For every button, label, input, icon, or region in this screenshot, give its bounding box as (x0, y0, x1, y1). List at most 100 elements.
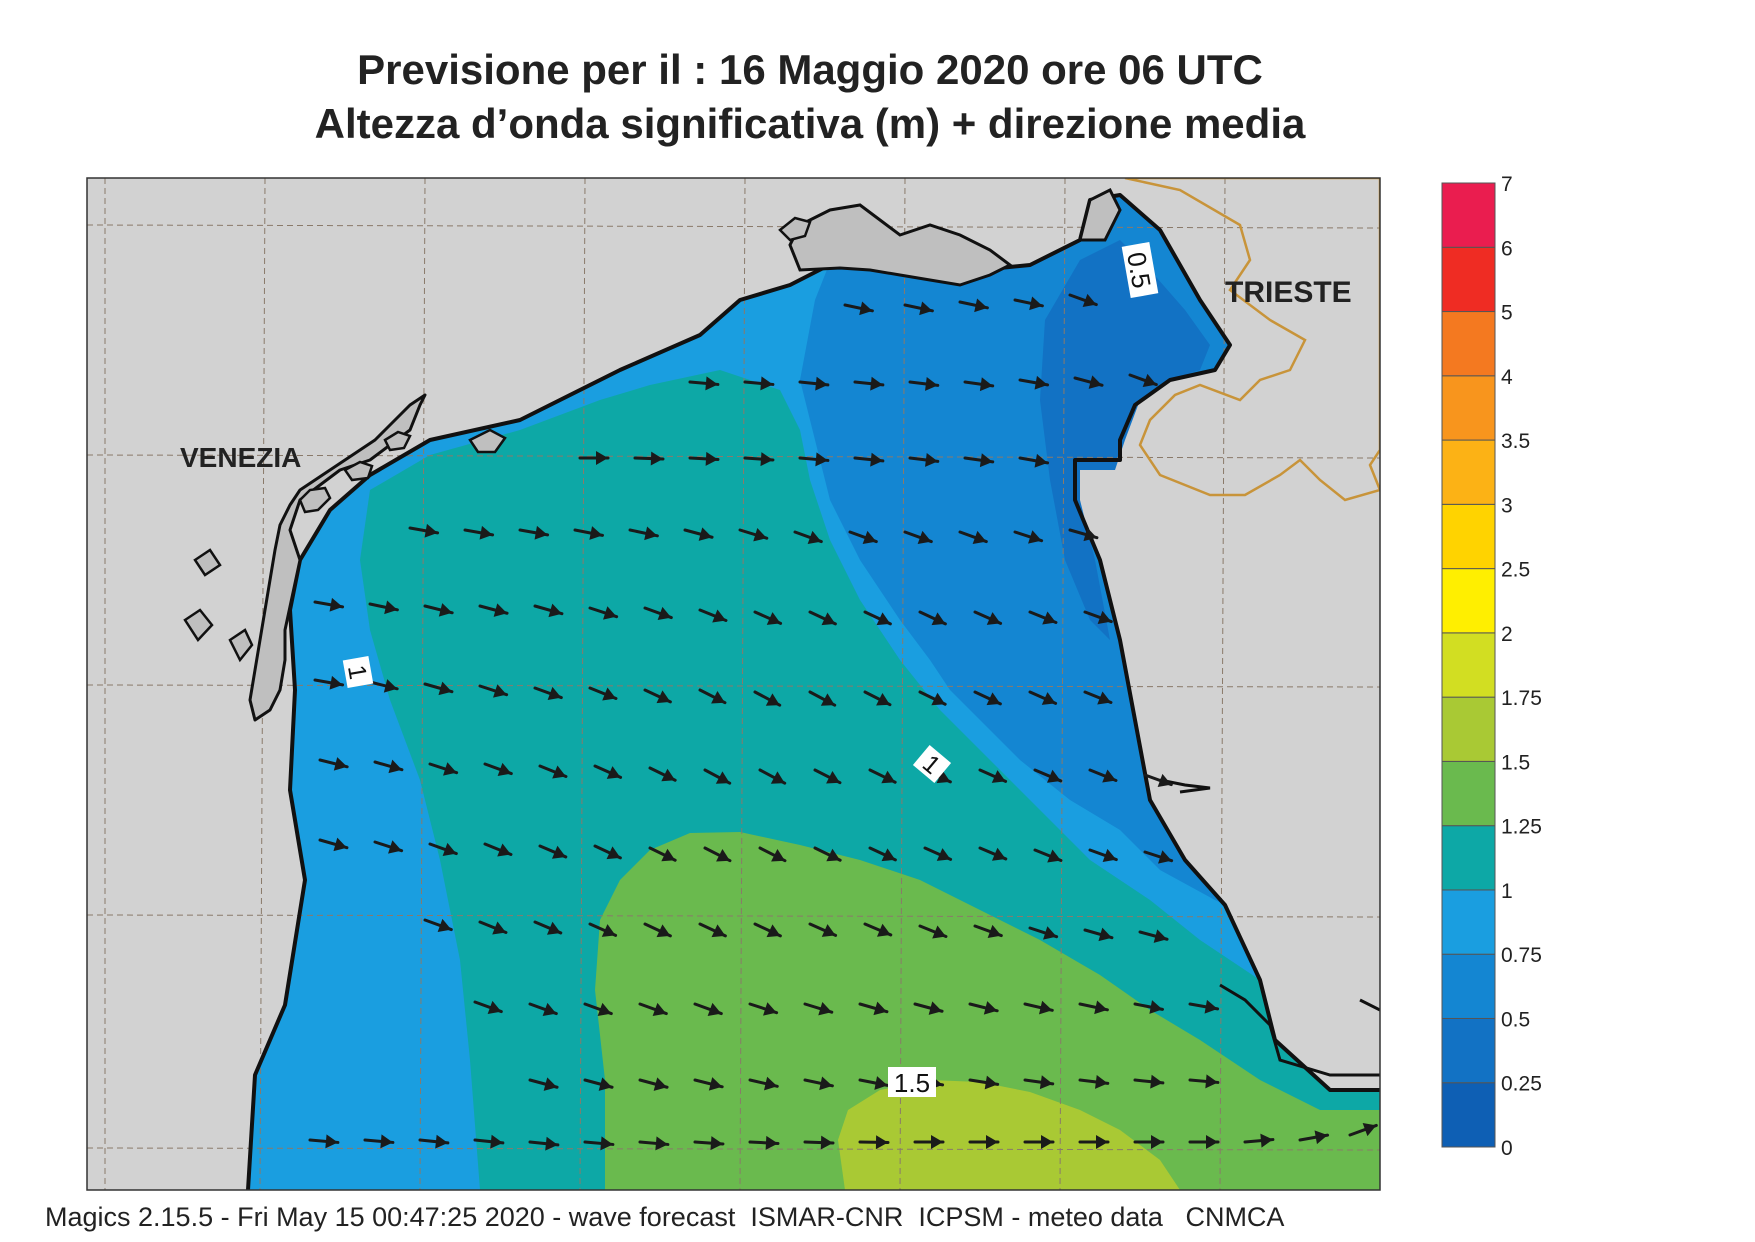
wave-direction-arrow (518, 525, 550, 540)
color-legend: 0 0.25 0.5 0.75 1 1.25 1.5 1.75 2 2.5 3 3.5 4 5 6 7 (1441, 173, 1542, 1160)
wave-direction-arrow (578, 451, 610, 465)
wave-direction-arrow (973, 690, 1002, 706)
legend-swatch (1441, 1082, 1496, 1148)
wave-direction-arrow (1068, 293, 1098, 308)
wave-direction-arrow (638, 1077, 669, 1091)
contour-label-0.5: 0.5 (1121, 241, 1159, 299)
wave-direction-arrow (533, 920, 563, 935)
legend-tick-label: 0.5 (1501, 1008, 1530, 1031)
contour-label-1: 1 (342, 655, 374, 689)
wave-direction-arrow (963, 453, 995, 468)
city-label-venezia: VENEZIA (180, 442, 301, 473)
wave-direction-arrow (528, 1136, 560, 1151)
wave-direction-arrow (958, 298, 989, 313)
wave-direction-arrow (853, 452, 885, 467)
lagoon-island (383, 430, 412, 452)
wave-direction-arrow (703, 846, 732, 863)
wave-direction-arrow (1023, 1075, 1055, 1090)
wave-direction-arrow (573, 526, 604, 540)
wave-direction-arrow (703, 768, 732, 785)
wave-direction-arrow (1133, 1000, 1164, 1014)
legend-swatch (1441, 439, 1496, 505)
wave-direction-arrow (698, 922, 727, 938)
legend-swatch (1441, 696, 1496, 762)
wave-direction-arrow (1088, 768, 1118, 783)
svg-text:0.5: 0.5 (1121, 250, 1157, 291)
wave-direction-arrow (748, 1135, 780, 1150)
lagoon-island (183, 608, 214, 643)
wave-direction-arrow (808, 922, 838, 937)
legend-swatch (1441, 1017, 1496, 1084)
wave-direction-arrow (758, 846, 787, 863)
wave-direction-arrow (843, 301, 874, 316)
wave-direction-arrow (318, 757, 349, 771)
istria-coast-detail (1359, 998, 1380, 1012)
city-label-trieste: TRIESTE (1225, 276, 1352, 309)
wave-direction-arrow (1188, 1074, 1220, 1089)
wave-direction-arrow (648, 846, 677, 862)
legend-swatch (1441, 632, 1496, 698)
wave-direction-arrow (1023, 1135, 1055, 1149)
wave-direction-arrow (698, 688, 727, 705)
wave-direction-arrow (803, 1001, 834, 1016)
lagoon-island (193, 548, 222, 577)
lagoon-island (778, 216, 812, 242)
wave-direction-arrow (593, 844, 622, 860)
legend-tick-label: 5 (1501, 302, 1513, 325)
wave-direction-arrow (638, 1002, 668, 1017)
wave-direction-arrow (743, 376, 775, 391)
wave-direction-arrow (1068, 527, 1099, 542)
legend-swatch (1441, 311, 1496, 377)
wave-direction-arrow (428, 842, 458, 857)
legend-swatch (1441, 503, 1496, 570)
wave-direction-arrow (858, 1135, 890, 1150)
wave-direction-arrow (588, 922, 618, 937)
wave-direction-arrow (648, 766, 677, 782)
wave-direction-arrow (638, 1136, 670, 1151)
wave-direction-arrow (1078, 1000, 1109, 1015)
wave-direction-arrow (1088, 848, 1118, 863)
wave-direction-arrow (1143, 850, 1174, 864)
wave-direction-arrow (363, 1134, 395, 1149)
wave-direction-arrow (698, 608, 728, 623)
variable-title: Altezza d’onda significativa (m) + direz… (314, 100, 1306, 147)
legend-tick-label: 1.75 (1501, 687, 1542, 710)
grado-lagoon (788, 203, 1013, 287)
wave-direction-arrow (643, 922, 672, 938)
wave-direction-arrow (483, 762, 513, 777)
legend-swatch (1441, 825, 1496, 891)
wave-direction-arrow (643, 606, 673, 621)
wave-direction-arrow (968, 1135, 1000, 1149)
wave-direction-arrow (813, 846, 842, 862)
wave-direction-arrow (908, 377, 940, 391)
wave-direction-arrow (693, 1077, 724, 1091)
wave-direction-arrow (1033, 848, 1063, 863)
wave-direction-arrow (853, 376, 885, 391)
wave-direction-arrow (1188, 1135, 1220, 1149)
wave-zone-0.25-0.5 (1040, 240, 1210, 640)
wave-direction-arrow (803, 1076, 834, 1091)
wave-direction-arrow (863, 922, 893, 937)
legend-tick-label: 0.75 (1501, 944, 1542, 967)
wave-direction-arrow (1018, 453, 1050, 468)
wave-direction-arrow (683, 527, 714, 541)
wave-direction-arrow (803, 1135, 835, 1150)
national-border (1124, 178, 1380, 502)
legend-tick-label: 0.25 (1501, 1073, 1542, 1096)
wave-direction-arrow (1348, 1122, 1378, 1137)
lagoon-outline (248, 393, 427, 722)
wave-direction-arrow (923, 846, 953, 861)
wave-direction-arrow (1083, 690, 1113, 705)
legend-swatch (1441, 182, 1496, 248)
wave-direction-arrow (473, 1000, 503, 1015)
wave-direction-arrow (308, 1134, 340, 1149)
contour-label-1.5: 1.5 (888, 1067, 936, 1098)
wave-direction-arrow (693, 1002, 723, 1017)
wave-direction-arrow (423, 603, 454, 617)
wave-direction-arrow (1073, 375, 1104, 389)
legend-tick-label: 7 (1501, 173, 1513, 196)
wave-direction-arrow (313, 597, 345, 612)
map-frame (86, 177, 1381, 1191)
legend-swatch (1441, 375, 1496, 441)
